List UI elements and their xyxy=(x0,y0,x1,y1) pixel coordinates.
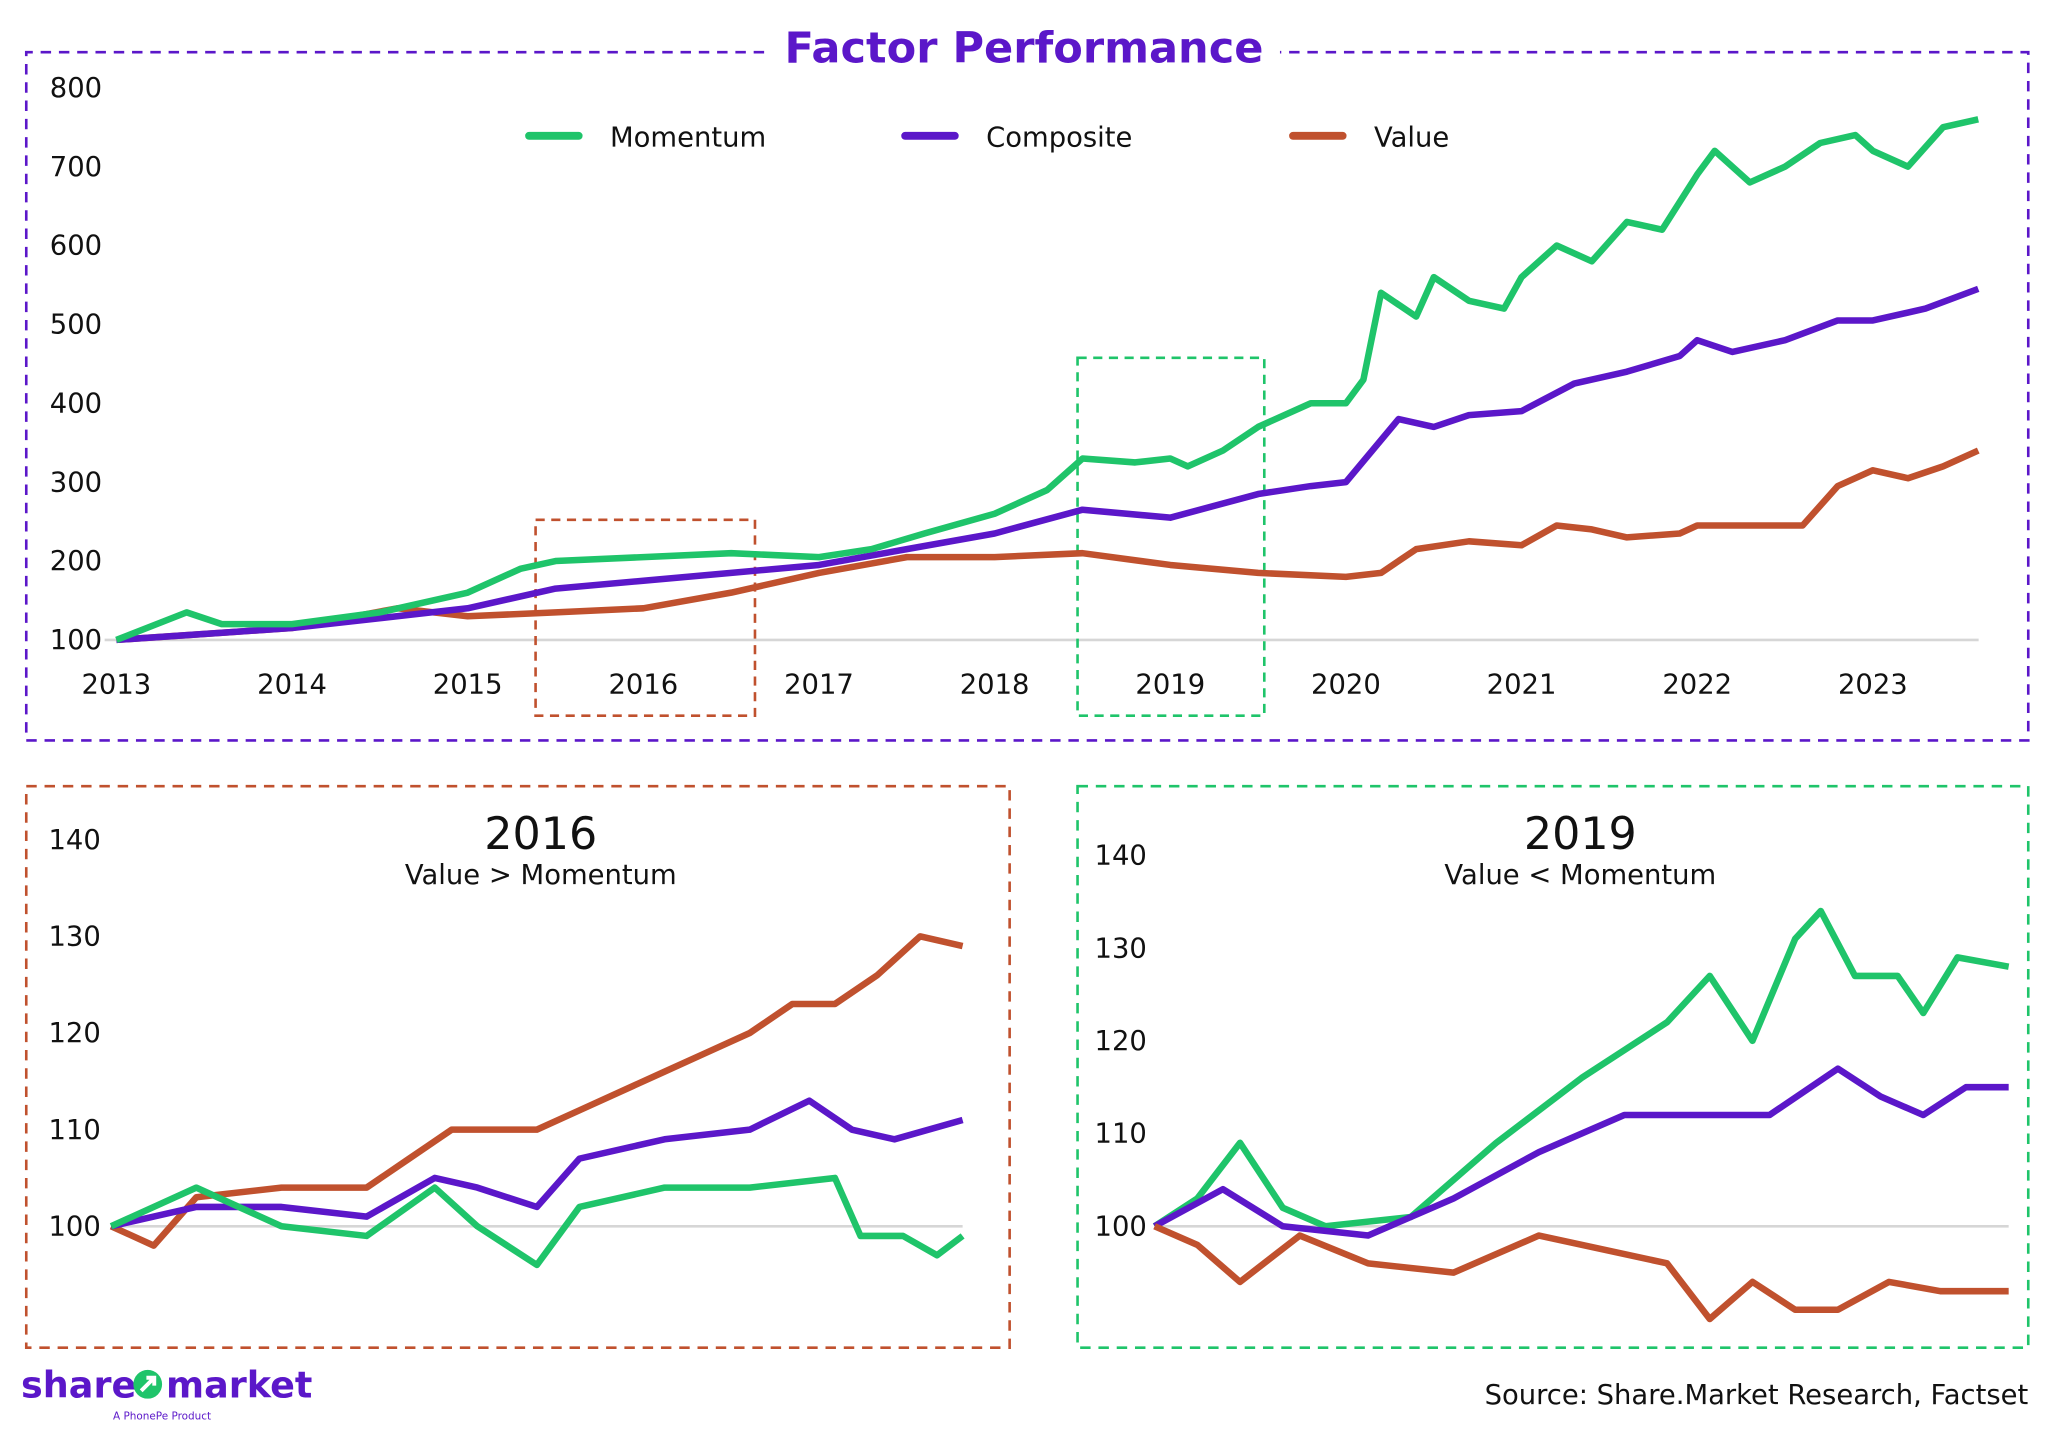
series-line-value xyxy=(116,447,1980,644)
y-tick-label: 100 xyxy=(48,1211,100,1242)
y-tick-label: 130 xyxy=(1095,933,1147,964)
sub-title-2019: 2019 xyxy=(1524,809,1637,860)
frame-2016 xyxy=(24,784,1011,1350)
main-title: Factor Performance xyxy=(785,24,1264,74)
y-tick-label: 700 xyxy=(50,152,102,183)
y-tick-label: 140 xyxy=(1095,841,1147,872)
x-tick-label: 2016 xyxy=(608,669,678,700)
y-tick-label: 120 xyxy=(1095,1026,1147,1057)
highlight-box-2019 xyxy=(1076,356,1266,717)
legend-label: Momentum xyxy=(610,122,766,153)
sub-subtitle-2019: Value < Momentum xyxy=(1444,860,1716,891)
x-tick-label: 2017 xyxy=(784,669,854,700)
x-tick-label: 2013 xyxy=(81,669,151,700)
y-tick-label: 120 xyxy=(48,1018,100,1049)
series-line-momentum xyxy=(115,116,1979,643)
main-frame xyxy=(24,50,2030,742)
y-tick-label: 400 xyxy=(50,388,102,419)
series-line-composite xyxy=(110,1097,964,1230)
sub-title-2016: 2016 xyxy=(484,809,597,860)
x-tick-label: 2020 xyxy=(1311,669,1381,700)
chart-2019: 100 110 120 130 140 xyxy=(1095,841,2010,1323)
x-tick-label: 2019 xyxy=(1135,669,1205,700)
series-line-composite xyxy=(116,285,1980,644)
sharemarket-logo: share market A PhonePe Product xyxy=(21,1363,312,1422)
x-tick-label: 2023 xyxy=(1838,669,1908,700)
series-line-momentum xyxy=(1152,907,2010,1230)
series-line-composite xyxy=(1153,1065,2009,1239)
x-tick-label: 2021 xyxy=(1487,669,1557,700)
series-line-momentum xyxy=(109,1174,965,1269)
svg-text:market: market xyxy=(166,1363,312,1406)
x-tick-label: 2018 xyxy=(960,669,1030,700)
x-tick-label: 2015 xyxy=(433,669,503,700)
highlight-box-2016 xyxy=(534,518,757,717)
y-tick-label: 130 xyxy=(48,921,100,952)
svg-text:A PhonePe Product: A PhonePe Product xyxy=(113,1411,211,1423)
frame-2019 xyxy=(1076,784,2030,1350)
x-tick-label: 2022 xyxy=(1662,669,1732,700)
series-line-value xyxy=(1153,1223,2009,1323)
main-chart: 100 200 300 400 500 600 700 800 2013 2014 2015 2016… xyxy=(50,73,1980,717)
legend-label: Composite xyxy=(986,122,1132,153)
source-note: Source: Share.Market Research, Factset xyxy=(1485,1380,2029,1411)
legend: Momentum Composite Value xyxy=(525,122,1449,153)
legend-label: Value xyxy=(1374,122,1449,153)
series-line-value xyxy=(109,933,964,1249)
y-tick-label: 500 xyxy=(50,310,102,341)
y-tick-label: 100 xyxy=(1095,1211,1147,1242)
y-tick-label: 110 xyxy=(1095,1119,1147,1150)
y-tick-label: 140 xyxy=(48,825,100,856)
y-tick-label: 600 xyxy=(50,231,102,262)
x-tick-label: 2014 xyxy=(257,669,327,700)
chart-2016: 100 110 120 130 140 xyxy=(48,825,965,1269)
y-tick-label: 200 xyxy=(50,546,102,577)
y-tick-label: 300 xyxy=(50,467,102,498)
y-tick-label: 800 xyxy=(50,73,102,104)
y-tick-label: 110 xyxy=(48,1115,100,1146)
y-tick-label: 100 xyxy=(50,625,102,656)
svg-text:share: share xyxy=(21,1363,136,1406)
sub-subtitle-2016: Value > Momentum xyxy=(405,860,677,891)
